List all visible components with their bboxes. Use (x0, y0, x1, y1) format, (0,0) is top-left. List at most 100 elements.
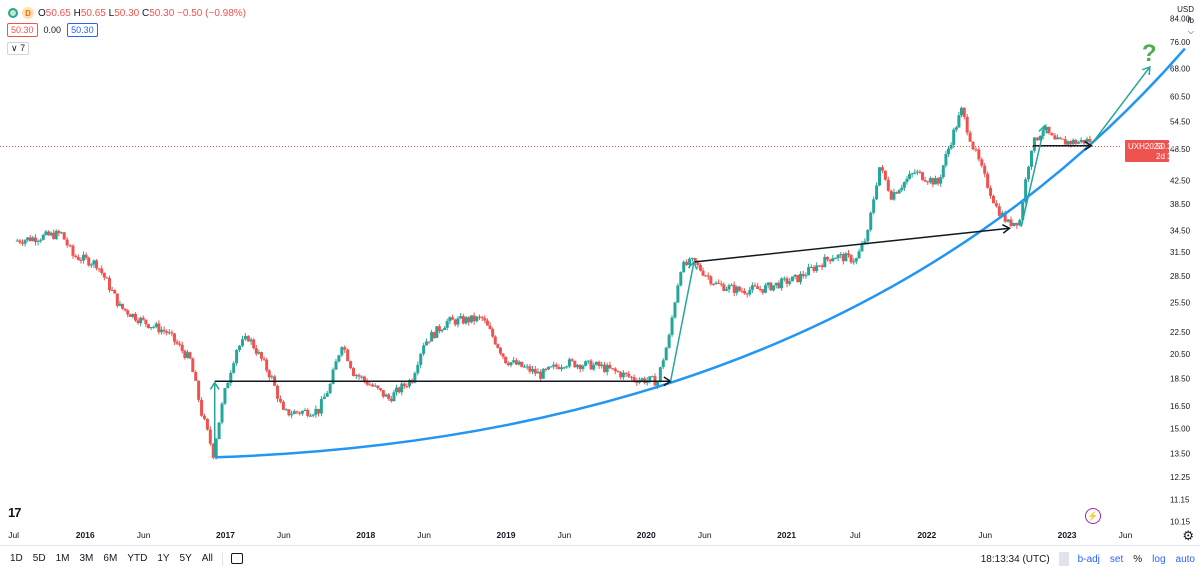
candle-body (331, 369, 335, 384)
candle-body (120, 303, 124, 309)
candle-body (544, 368, 548, 370)
candle-body (941, 165, 945, 178)
y-tick-label: 28.50 (1170, 272, 1191, 281)
candle-body (897, 190, 901, 194)
candle-body (1047, 126, 1051, 134)
candle-body (1029, 150, 1033, 167)
price-tag-countdown: 2d 3h (1156, 152, 1176, 161)
range-button-6m[interactable]: 6M (103, 553, 118, 564)
candle-body (586, 360, 590, 362)
x-tick-label: Jun (1119, 530, 1133, 540)
adjust-toggle[interactable]: b-adj (1077, 553, 1100, 565)
delayed-badge[interactable]: D (22, 7, 34, 19)
candle-body (467, 317, 471, 323)
settlement-toggle[interactable]: set (1109, 553, 1124, 565)
breakout-arrow-head (1142, 65, 1151, 75)
candle-body (559, 367, 563, 370)
candle-body (506, 363, 510, 366)
candle-body (287, 409, 291, 416)
x-tick-label: Jun (698, 530, 712, 540)
price-chart[interactable]: ? 84.00 76.00 68.00 60.50 54.50 48.50 42.50 38.… (0, 0, 1200, 545)
y-tick-label: 38.50 (1170, 200, 1191, 209)
candle-body (807, 267, 811, 276)
y-tick-label: 68.00 (1170, 65, 1191, 74)
tradingview-logo[interactable]: 17 (8, 505, 22, 520)
y-tick-label: 54.50 (1170, 117, 1191, 126)
candle-body (730, 284, 734, 286)
calendar-icon[interactable] (230, 553, 243, 564)
candle-body (895, 192, 899, 194)
candle-body (753, 285, 757, 287)
candle-body (402, 383, 406, 387)
candle-body (954, 127, 958, 130)
candle-body (1027, 166, 1031, 180)
candle-body (690, 258, 694, 260)
breakout-arrow-head (687, 260, 698, 270)
candle-body (737, 286, 741, 291)
clock[interactable]: 18:13:34 (UTC) (980, 553, 1050, 565)
breakout-arrow[interactable] (1020, 125, 1046, 228)
candle-body (139, 317, 143, 324)
candle-body (303, 409, 307, 412)
breakout-arrow[interactable] (1090, 66, 1151, 145)
range-button-1m[interactable]: 1M (55, 553, 70, 564)
candle-body (820, 265, 824, 268)
candle-body (627, 373, 631, 377)
candle-body (346, 349, 350, 362)
bid-box[interactable]: 50.30 (7, 23, 38, 37)
support-curve[interactable] (214, 47, 1186, 459)
breakout-arrow[interactable] (669, 261, 695, 382)
candle-body (300, 411, 304, 414)
candle-body (110, 290, 114, 292)
candle-body (777, 282, 781, 289)
candle-body (183, 350, 187, 358)
candle-body (949, 144, 953, 149)
candle-body (616, 371, 620, 373)
candle-body (915, 171, 919, 173)
candle-body (238, 345, 242, 350)
candle-body (743, 290, 747, 294)
range-button-5d[interactable]: 5D (32, 553, 46, 564)
candle-body (1061, 138, 1065, 140)
flash-icon[interactable]: ⚡ (1085, 508, 1101, 524)
candle-body (918, 171, 922, 173)
y-tick-label: 48.50 (1170, 145, 1191, 154)
price-scale-header[interactable]: USD lb ⌵ (1164, 4, 1194, 37)
candle-body (419, 353, 423, 365)
gear-icon[interactable]: ⚙ (1182, 528, 1194, 543)
range-button-1y[interactable]: 1Y (157, 553, 170, 564)
candle-body (714, 282, 718, 285)
candle-body (613, 368, 617, 372)
range-button-all[interactable]: All (201, 553, 213, 564)
trend-arrow-head (663, 376, 672, 387)
candle-body (337, 355, 341, 362)
ask-box[interactable]: 50.30 (67, 23, 98, 37)
candle-body (240, 339, 244, 346)
range-button-5y[interactable]: 5Y (179, 553, 192, 564)
candle-body (584, 361, 588, 366)
candle-body (1012, 222, 1016, 226)
candle-body (131, 313, 135, 317)
candle-body (249, 339, 253, 342)
price-tag: UXH2023 50.30 2d 3h (1125, 140, 1177, 162)
candle-body (408, 379, 412, 387)
log-toggle[interactable]: log (1152, 553, 1166, 565)
candle-body (384, 394, 388, 397)
auto-toggle[interactable]: auto (1175, 553, 1195, 565)
legend: D O50.65 H50.65 L50.30 C50.30 −0.50 (−0.… (8, 5, 246, 21)
trend-arrow[interactable] (693, 227, 1010, 263)
candle-body (79, 259, 83, 261)
candle-body (265, 359, 269, 371)
range-button-3m[interactable]: 3M (79, 553, 94, 564)
indicators-collapse-button[interactable]: ∨ 7 (7, 42, 30, 55)
percent-toggle[interactable]: % (1133, 553, 1143, 565)
candle-body (340, 347, 344, 356)
range-button-ytd[interactable]: YTD (127, 553, 148, 564)
candle-body (267, 370, 271, 378)
candle-body (658, 367, 662, 382)
candle-body (889, 190, 893, 200)
candle-body (197, 380, 201, 400)
candle-body (1003, 212, 1007, 222)
candle-body (39, 239, 43, 241)
range-button-1d[interactable]: 1D (10, 553, 23, 564)
